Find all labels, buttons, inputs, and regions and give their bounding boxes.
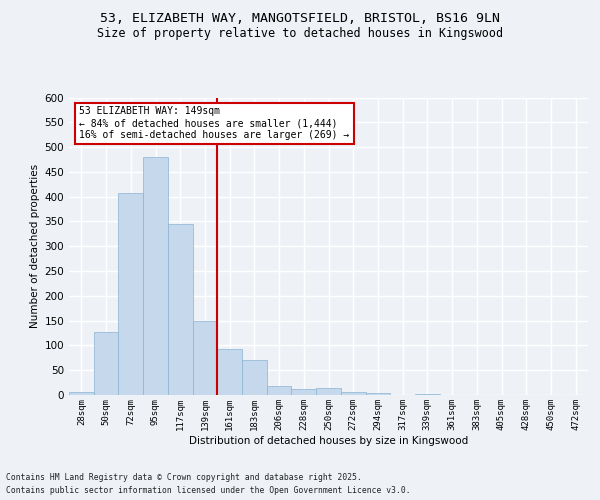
Bar [365,393,390,395]
Bar [292,388,316,395]
Text: Contains HM Land Registry data © Crown copyright and database right 2025.: Contains HM Land Registry data © Crown c… [6,474,362,482]
Text: 53, ELIZABETH WAY, MANGOTSFIELD, BRISTOL, BS16 9LN: 53, ELIZABETH WAY, MANGOTSFIELD, BRISTOL… [100,12,500,26]
Bar [341,392,365,395]
Bar [193,320,217,395]
X-axis label: Distribution of detached houses by size in Kingswood: Distribution of detached houses by size … [189,436,468,446]
Bar [69,392,94,395]
Bar [168,224,193,395]
Y-axis label: Number of detached properties: Number of detached properties [30,164,40,328]
Bar [242,360,267,395]
Bar [118,192,143,395]
Bar [143,156,168,395]
Bar [415,394,440,395]
Text: Contains public sector information licensed under the Open Government Licence v3: Contains public sector information licen… [6,486,410,495]
Bar [217,350,242,395]
Bar [94,332,118,395]
Text: Size of property relative to detached houses in Kingswood: Size of property relative to detached ho… [97,28,503,40]
Text: 53 ELIZABETH WAY: 149sqm
← 84% of detached houses are smaller (1,444)
16% of sem: 53 ELIZABETH WAY: 149sqm ← 84% of detach… [79,106,350,140]
Bar [267,386,292,395]
Bar [316,388,341,395]
